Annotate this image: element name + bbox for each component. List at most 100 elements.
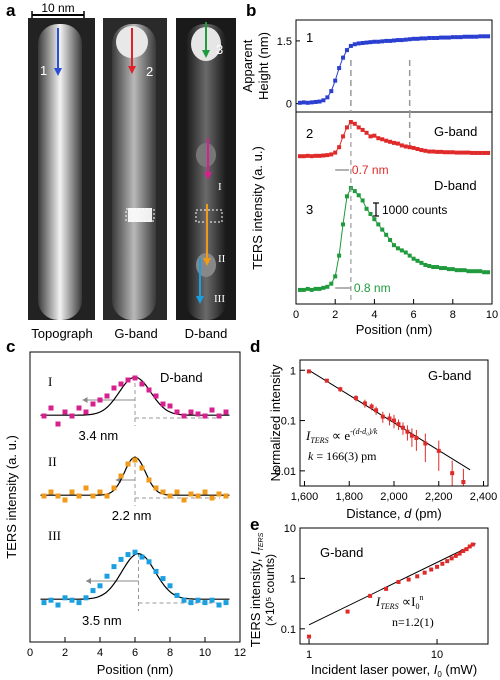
c-point-1 [55,493,61,499]
d-point [423,441,428,446]
topograph-arrow-head [54,68,62,76]
d-point [436,448,441,453]
b-top-point [360,41,365,45]
b-point-0 [313,153,318,158]
b-point-0 [341,134,346,139]
d-xlabel-suffix: (pm) [411,506,441,521]
c-fwhm-arrow-2 [86,578,91,584]
c-point-2 [55,602,61,608]
b-point-0 [301,154,306,159]
c-point-2 [202,600,208,606]
b-top-ylabel-line2: Height (nm) [256,32,271,100]
c-point-0 [104,393,110,399]
b-top-point [427,35,432,40]
c-xlabel: Position (nm) [97,662,174,677]
b-top-point [450,35,455,40]
c-point-0 [76,405,82,411]
b-point-1 [344,194,349,199]
c-point-1 [90,493,96,499]
b-point-1 [415,258,420,263]
b-point-0 [474,150,479,155]
b-point-0 [364,130,369,135]
d-title: G-band [428,368,471,383]
scale-bar-label: 10 nm [41,1,74,15]
d-xtick-label-1: 1,800 [335,491,363,503]
b-point-0 [344,125,349,130]
b-top-point [321,98,326,103]
c-point-1 [62,497,68,503]
b-point-1 [392,243,396,248]
b-point-0 [376,136,381,141]
c-point-0 [209,407,215,413]
b-top-point [305,100,310,105]
image-number-3: 3 [216,42,223,57]
b-point-0 [356,125,361,130]
b-top-point [442,35,447,40]
panel-letter-b: b [246,1,256,20]
b-top-plot: 01.5 [277,34,491,112]
b-top-point [341,55,346,60]
b-top-point [466,34,471,39]
e-ylabel: TERS intensity, ITERS [248,532,265,647]
e-point [345,609,350,614]
b-point-0 [419,148,424,153]
b-point-1 [368,212,373,216]
c-point-0 [216,413,222,419]
b-top-point [415,36,420,41]
b-top-point [411,36,416,41]
b-point-0 [466,150,471,155]
d-xtick-label-4: 2,400 [470,491,498,503]
e-plot: 1 10 0.1 1 10 [281,523,476,661]
c-point-2 [76,600,82,606]
d-point [461,480,466,485]
b-point-1 [482,270,487,275]
d-point [387,416,392,421]
d-xtick-label-0: 1,600 [291,491,319,503]
d-point [392,418,396,423]
c-point-0 [118,381,124,387]
e-eq-base-sub: 0 [415,602,419,611]
b-top-point [301,100,306,105]
b-point-0 [415,147,420,151]
b-point-1 [309,287,314,292]
c-fwhm-label-2: 3.5 nm [82,613,122,628]
c-frame [29,351,241,643]
c-point-0 [153,393,159,399]
d-xlabel: Distance, d (pm) [346,506,441,521]
d-k-text: k = 166(3) pm [308,449,377,463]
b-point-0 [439,149,444,154]
b-top-point [317,99,322,104]
c-point-0 [146,387,152,393]
d-point [380,414,385,419]
c-series-label-0: I [48,374,52,389]
b-point-1 [329,281,334,286]
b-annotation-label-1: 0.8 nm [354,281,391,295]
e-point [464,547,469,552]
c-point-1 [48,489,54,495]
c-xtick-label-2: 4 [97,647,103,659]
c-point-0 [62,409,68,415]
b-xtick-label-5: 10 [486,309,498,321]
b-top-point [407,37,412,42]
e-point [422,570,427,575]
b-point-0 [462,150,467,155]
e-point [467,544,472,549]
segment-II-label: II [218,253,226,265]
d-plot: 1,600 1,800 2,000 2,200 2,400 0.01 0.1 1 [275,365,498,503]
c-point-1 [209,495,215,501]
e-ylabel-var: I [248,551,263,555]
d-xlabel-prefix: Distance, [346,506,404,521]
b-point-1 [427,264,432,268]
image-number-2: 2 [146,64,153,79]
b-xlabel: Position (nm) [356,322,433,337]
d-point [362,401,367,406]
e-point [307,634,312,639]
panel-a: a 10 nm 1 Topograph 2 G-band 3 I [6,1,236,341]
e-eq-prop: ∝I [399,594,416,609]
b-point-0 [305,153,310,158]
c-point-2 [209,597,215,603]
c-point-2 [62,595,68,601]
b-point-1 [364,206,369,211]
c-point-2 [195,597,201,603]
panel-letter-a: a [6,1,16,20]
